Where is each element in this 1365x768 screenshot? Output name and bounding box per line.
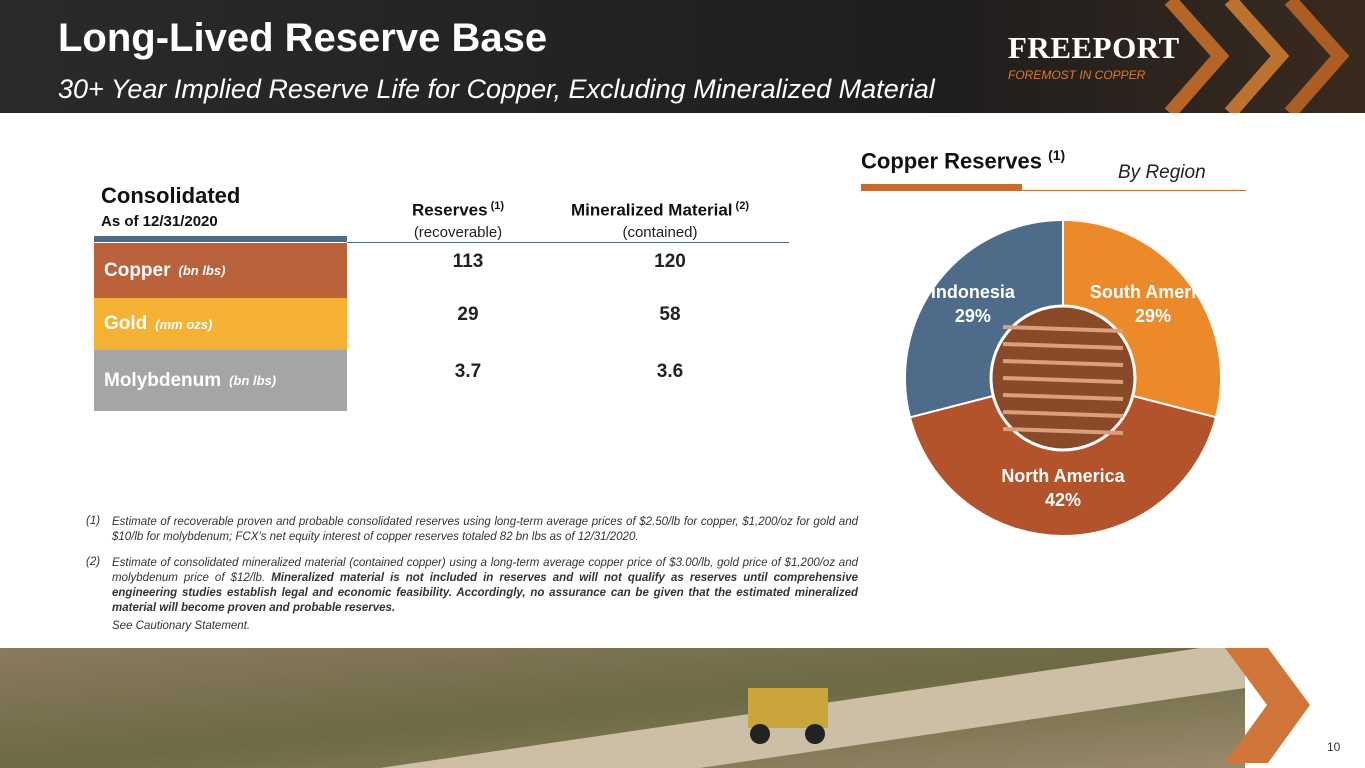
row-label: Copper (bn lbs) <box>94 243 347 298</box>
pie-chart: South America 29% North America 42% Indonesi… <box>904 218 1222 537</box>
row-label: Molybdenum (bn lbs) <box>94 350 347 411</box>
row-name: Copper <box>104 259 171 281</box>
table-value: 3.7 <box>454 360 482 382</box>
footnote: (2) Estimate of consolidated mineralized … <box>86 556 858 616</box>
table-title: Consolidated <box>101 183 241 208</box>
footnote-body: Estimate of recoverable proven and proba… <box>112 515 858 545</box>
chart-title: Copper Reserves (1) <box>861 147 1065 174</box>
row-unit: (bn lbs) <box>229 373 277 388</box>
row-label: Gold (mm ozs) <box>94 298 347 350</box>
slice-label: South America <box>1090 282 1217 302</box>
column-sub: (contained) <box>622 224 698 241</box>
page-number: 10 <box>1327 740 1341 754</box>
column-header: Reserves (1) <box>338 200 578 221</box>
table-value: 58 <box>659 304 681 325</box>
table-date: As of 12/31/2020 <box>101 213 218 230</box>
column-sub: (recoverable) <box>413 224 503 241</box>
row-unit: (mm ozs) <box>155 316 213 332</box>
table-rule <box>347 242 789 243</box>
column-note: (2) <box>735 200 749 212</box>
center-image-stripe <box>1002 427 1124 435</box>
slice-value: 42% <box>1045 490 1081 510</box>
column-note: (1) <box>490 200 505 212</box>
table-rule <box>94 236 347 242</box>
column-header: Mineralized Material (2) <box>540 200 780 221</box>
footnote-body: Estimate of consolidated mineralized mat… <box>112 556 858 616</box>
footnote-bold: Mineralized material is not included in … <box>112 572 858 614</box>
chart-subtitle: By Region <box>1118 162 1206 183</box>
table-value: 29 <box>457 304 479 325</box>
header-bar <box>0 0 1365 113</box>
logo-tagline: FOREMOST IN COPPER <box>1008 68 1146 82</box>
center-image-stripe <box>1002 359 1124 367</box>
slice-value: 29% <box>955 306 991 326</box>
row-name: Gold <box>104 313 148 334</box>
logo: FREEPORT <box>1008 30 1180 65</box>
row-name: Molybdenum <box>104 369 222 391</box>
chart-title-note: (1) <box>1048 147 1066 163</box>
cautionary: See Cautionary Statement. <box>112 620 251 632</box>
chart-title-text: Copper Reserves <box>861 148 1042 174</box>
center-image-stripe <box>1002 393 1124 401</box>
footnote-text: Estimate of recoverable proven and proba… <box>112 516 858 543</box>
slice-value: 29% <box>1135 306 1171 326</box>
table-value: 113 <box>452 250 484 272</box>
column-name: Reserves <box>411 200 488 220</box>
table-value: 120 <box>654 250 686 272</box>
table-value: 3.6 <box>656 360 684 382</box>
title: Long-Lived Reserve Base <box>58 16 548 60</box>
pie-slice <box>908 376 1218 537</box>
footnote: (1) Estimate of recoverable proven and pr… <box>86 515 858 545</box>
slice-label: North America <box>1001 466 1125 486</box>
center-image-stripe <box>1002 376 1124 384</box>
column-name: Mineralized Material <box>570 200 733 220</box>
footnote-marker: (2) <box>86 556 101 568</box>
slice-label: Indonesia <box>931 282 1016 302</box>
footnote-marker: (1) <box>86 515 101 527</box>
header-chevrons <box>1164 0 1350 113</box>
center-image-stripe <box>1002 325 1124 333</box>
chart-title-rule <box>861 184 1022 191</box>
center-image-stripe <box>1002 342 1124 350</box>
chart-title-rule <box>1022 190 1246 191</box>
footnote-text: Estimate of consolidated mineralized mat… <box>112 557 858 584</box>
footer-image <box>0 648 1310 768</box>
row-unit: (bn lbs) <box>178 263 226 278</box>
subtitle: 30+ Year Implied Reserve Life for Copper… <box>58 74 935 104</box>
center-image-stripe <box>1002 410 1124 418</box>
